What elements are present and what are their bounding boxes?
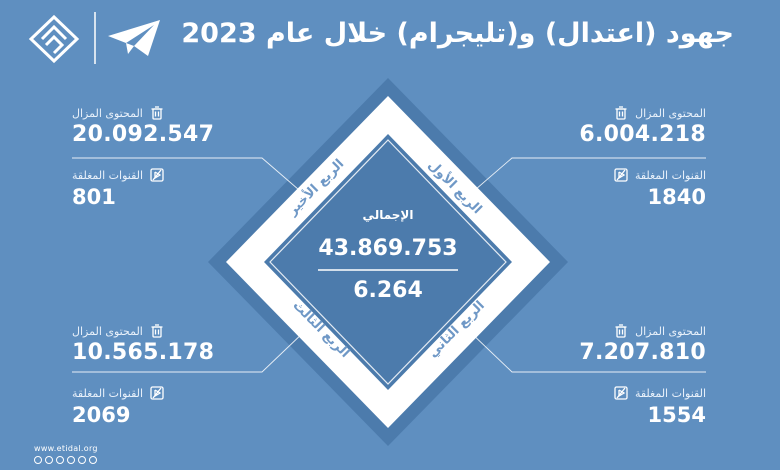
website-link[interactable]: www.etidal.org bbox=[34, 444, 98, 453]
q4-closed-value: 801 bbox=[72, 185, 116, 209]
closed-channel-icon bbox=[614, 386, 628, 400]
social-icon[interactable] bbox=[45, 456, 53, 464]
q3-closed-label: القنوات المغلقة bbox=[72, 386, 144, 400]
trash-icon bbox=[615, 106, 627, 120]
q3-closed-label-row: القنوات المغلقة bbox=[72, 384, 262, 402]
social-icon[interactable] bbox=[34, 456, 42, 464]
q3-removed-label: المحتوى المزال bbox=[72, 324, 143, 338]
panel-q3 bbox=[226, 262, 388, 428]
telegram-logo-icon bbox=[108, 20, 160, 56]
social-icon[interactable] bbox=[89, 456, 97, 464]
logo-divider bbox=[94, 12, 96, 64]
inner-diamond-outline bbox=[269, 139, 507, 385]
q1-closed-label-row: القنوات المغلقة bbox=[566, 166, 706, 184]
q1-removed-label: المحتوى المزال bbox=[635, 106, 706, 120]
closed-channel-icon bbox=[150, 386, 164, 400]
panel-q1 bbox=[388, 96, 550, 262]
etidal-logo-icon bbox=[28, 14, 80, 64]
q4-stats: المحتوى المزال 20.092.547 bbox=[72, 104, 262, 148]
q3-closed-value: 2069 bbox=[72, 403, 131, 427]
q2-closed-stats: القنوات المغلقة 1554 bbox=[566, 384, 706, 428]
trash-icon bbox=[615, 324, 627, 338]
q2-removed-label-row: المحتوى المزال bbox=[566, 322, 706, 340]
q2-closed-label: القنوات المغلقة bbox=[634, 386, 706, 400]
closed-channel-icon bbox=[614, 168, 628, 182]
q1-closed-value: 1840 bbox=[647, 185, 706, 209]
q2-closed-value: 1554 bbox=[647, 403, 706, 427]
total-closed-value: 6.264 bbox=[353, 278, 423, 303]
connector-q3 bbox=[72, 329, 307, 373]
connector-q4 bbox=[72, 157, 307, 197]
q3-removed-label-row: المحتوى المزال bbox=[72, 322, 262, 340]
q4-removed-label-row: المحتوى المزال bbox=[72, 104, 262, 122]
q3-removed-value: 10.565.178 bbox=[72, 340, 215, 365]
q1-closed-stats: القنوات المغلقة 1840 bbox=[566, 166, 706, 210]
q1-closed-label: القنوات المغلقة bbox=[634, 168, 706, 182]
q4-closed-stats: القنوات المغلقة 801 bbox=[72, 166, 262, 210]
q4-closed-label-row: القنوات المغلقة bbox=[72, 166, 262, 184]
trash-icon bbox=[151, 324, 163, 338]
closed-channel-icon bbox=[150, 168, 164, 182]
q3-closed-stats: القنوات المغلقة 2069 bbox=[72, 384, 262, 428]
social-icon[interactable] bbox=[56, 456, 64, 464]
connector-q1 bbox=[467, 157, 706, 197]
panel-q4 bbox=[226, 96, 388, 262]
trash-icon bbox=[151, 106, 163, 120]
connector-q2 bbox=[467, 329, 706, 373]
diamond-frame bbox=[208, 78, 568, 446]
q4-removed-label: المحتوى المزال bbox=[72, 106, 143, 120]
panel-q2 bbox=[388, 262, 550, 428]
q1-removed-label-row: المحتوى المزال bbox=[566, 104, 706, 122]
page-title: جهود (اعتدال) و(تليجرام) خلال عام 2023 bbox=[181, 18, 734, 49]
q4-closed-label: القنوات المغلقة bbox=[72, 168, 144, 182]
q2-removed-label: المحتوى المزال bbox=[635, 324, 706, 338]
social-icon[interactable] bbox=[78, 456, 86, 464]
q1-removed-value: 6.004.218 bbox=[579, 122, 706, 147]
q2-stats: المحتوى المزال 7.207.810 bbox=[566, 322, 706, 366]
total-label: الإجمالي bbox=[362, 208, 414, 222]
q2-removed-value: 7.207.810 bbox=[579, 340, 706, 365]
social-icons bbox=[34, 456, 97, 464]
total-removed-value: 43.869.753 bbox=[318, 236, 458, 261]
q2-closed-label-row: القنوات المغلقة bbox=[566, 384, 706, 402]
q1-stats: المحتوى المزال 6.004.218 bbox=[566, 104, 706, 148]
social-icon[interactable] bbox=[67, 456, 75, 464]
q3-stats: المحتوى المزال 10.565.178 bbox=[72, 322, 262, 366]
q4-removed-value: 20.092.547 bbox=[72, 122, 215, 147]
